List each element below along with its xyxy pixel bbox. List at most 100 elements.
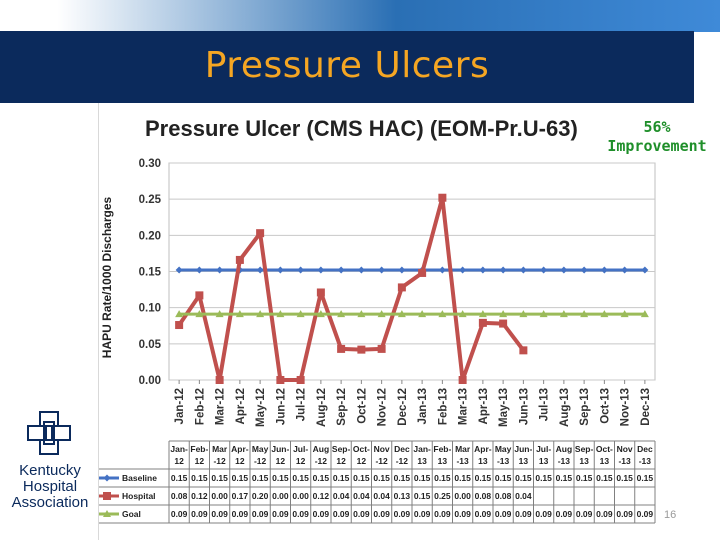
x-tick-label: Dec-13 <box>640 388 652 426</box>
table-cell: 0.00 <box>272 491 289 501</box>
data-point-baseline <box>519 266 527 274</box>
table-cell: 0.09 <box>171 509 188 519</box>
data-point-goal <box>418 310 427 318</box>
data-point-baseline <box>621 266 629 274</box>
table-header-cell: 12 <box>296 456 306 466</box>
table-header-cell: 12 <box>174 456 184 466</box>
table-header-cell: Oct- <box>353 444 370 454</box>
x-tick-label: Sep-13 <box>579 388 591 426</box>
table-header-cell: 13 <box>579 456 589 466</box>
table-cell: 0.04 <box>333 491 350 501</box>
table-cell: 0.15 <box>373 473 390 483</box>
table-cell: 0.09 <box>191 509 208 519</box>
table-header-cell: 12 <box>276 456 286 466</box>
table-cell: 0.15 <box>394 473 411 483</box>
x-tick-label: Apr-13 <box>478 388 490 424</box>
data-point-goal <box>580 310 589 318</box>
table-cell: 0.09 <box>272 509 289 519</box>
table-header-cell: Apr- <box>474 444 492 454</box>
table-header-cell: 13 <box>519 456 529 466</box>
y-tick-label: 0.25 <box>139 194 162 206</box>
table-cell: 0.08 <box>171 491 188 501</box>
x-tick-label: May-12 <box>255 388 267 427</box>
data-point-goal <box>519 310 528 318</box>
table-header-cell: -13 <box>558 456 571 466</box>
table-cell: 0.15 <box>191 473 208 483</box>
data-point-baseline <box>540 266 548 274</box>
x-tick-label: Aug-13 <box>559 388 571 427</box>
data-point-goal <box>337 310 346 318</box>
data-point-goal <box>256 310 265 318</box>
data-point-baseline <box>459 266 467 274</box>
data-point-goal <box>235 310 244 318</box>
data-point-goal <box>499 310 508 318</box>
data-point-baseline <box>438 266 446 274</box>
table-cell: 0.00 <box>292 491 309 501</box>
table-cell: 0.09 <box>414 509 431 519</box>
table-header-cell: 12 <box>336 456 346 466</box>
x-tick-label: Apr-12 <box>235 388 247 424</box>
cross-logo-icon <box>27 411 71 455</box>
x-tick-label: Jan-13 <box>417 388 429 424</box>
table-cell: 0.15 <box>495 473 512 483</box>
table-cell: 0.15 <box>252 473 269 483</box>
data-point-baseline <box>175 266 183 274</box>
table-header-cell: Sep- <box>575 444 594 454</box>
data-point-goal <box>175 310 184 318</box>
slide-title: Pressure Ulcers <box>204 45 490 86</box>
table-header-cell: Dec <box>394 444 410 454</box>
data-point-hospital <box>276 376 285 384</box>
data-point-goal <box>195 310 204 318</box>
logo-line-2: Hospital <box>22 478 78 495</box>
data-point-baseline <box>641 266 649 274</box>
table-cell: 0.15 <box>535 473 552 483</box>
data-point-goal <box>215 310 224 318</box>
table-cell: 0.15 <box>414 473 431 483</box>
table-cell: 0.04 <box>515 491 532 501</box>
table-cell: 0.09 <box>333 509 350 519</box>
table-cell: 0.08 <box>475 491 492 501</box>
data-point-goal <box>438 310 447 318</box>
data-point-hospital <box>478 318 487 327</box>
table-cell: 0.15 <box>333 473 350 483</box>
table-cell: 0.15 <box>434 473 451 483</box>
chart-panel: Pressure Ulcer (CMS HAC) (EOM-Pr.U-63) HA… <box>98 103 695 540</box>
data-point-goal <box>357 310 366 318</box>
table-header-cell: Feb- <box>190 444 208 454</box>
table-cell: 0.09 <box>596 509 613 519</box>
table-cell: 0.09 <box>353 509 370 519</box>
data-point-hospital <box>418 268 427 277</box>
slide-number: 16 <box>664 509 677 521</box>
data-point-baseline <box>256 266 264 274</box>
table-cell: 0.13 <box>394 491 411 501</box>
x-tick-label: Oct-12 <box>356 388 368 424</box>
data-point-baseline <box>378 266 386 274</box>
table-header-cell: Aug <box>556 444 573 454</box>
table-cell: 0.12 <box>313 491 330 501</box>
x-tick-label: Mar-13 <box>458 388 470 425</box>
data-point-baseline <box>580 266 588 274</box>
table-cell: 0.09 <box>515 509 532 519</box>
chart-title: Pressure Ulcer (CMS HAC) (EOM-Pr.U-63) <box>145 116 578 141</box>
data-point-baseline <box>499 266 507 274</box>
table-header-cell: Dec <box>637 444 653 454</box>
data-point-hospital <box>296 376 305 384</box>
table-header-cell: Mar <box>212 444 228 454</box>
data-point-hospital <box>438 193 447 202</box>
table-cell: 0.15 <box>616 473 633 483</box>
table-cell: 0.15 <box>292 473 309 483</box>
data-point-hospital <box>377 344 386 353</box>
table-cell: 0.15 <box>211 473 228 483</box>
table-cell: 0.00 <box>454 491 471 501</box>
legend-key-marker <box>103 492 111 500</box>
table-header-cell: Oct- <box>596 444 613 454</box>
table-cell: 0.08 <box>495 491 512 501</box>
x-tick-label: May-13 <box>498 388 510 427</box>
table-header-cell: 12 <box>195 456 205 466</box>
data-point-baseline <box>479 266 487 274</box>
data-point-goal <box>377 310 386 318</box>
data-point-baseline <box>195 266 203 274</box>
table-header-cell: -12 <box>396 456 409 466</box>
x-tick-label: Sep-12 <box>336 388 348 426</box>
table-cell: 0.15 <box>515 473 532 483</box>
